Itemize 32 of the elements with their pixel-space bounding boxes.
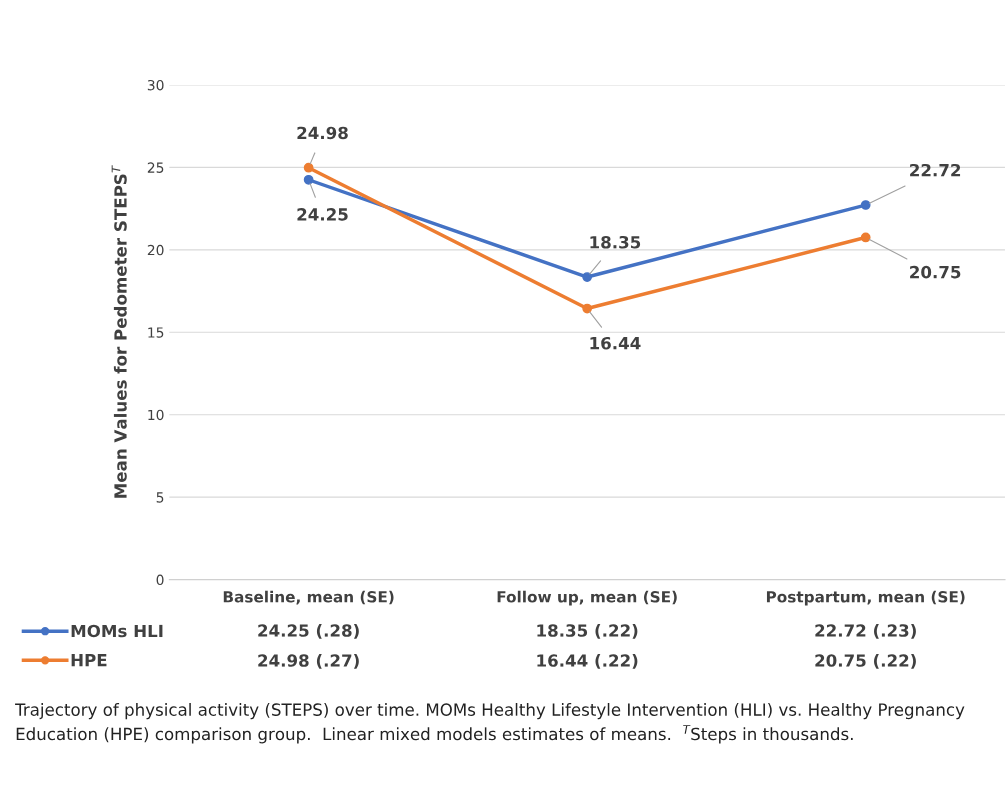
point [860,200,871,210]
y-tick-label: 0 [156,574,164,586]
annotation: 16.44 [590,336,641,350]
x-tick-label: Baseline, mean (SE) [223,590,394,605]
y-tick-label: 20 [147,244,164,256]
point [582,303,593,314]
y-axis-title: Mean Values for Pedometer STEPS$^{T}$ [111,165,127,498]
data-label: 18.35 (.22) [537,623,638,639]
y-tick-label: 5 [156,492,164,503]
point [582,272,593,282]
point [303,174,314,185]
y-tick-label: 25 [147,162,164,173]
text: Trajectory of physical activity (STEPS) over time. MOMs Healthy Lifestyle Intervention (HLI) vs. Healthy Pregnancy Education (HPE) comparison group. Linear mixed models estimates of means. $^{T}$Steps in thousands. [15,703,965,744]
y-tick-label: 30 [147,79,164,91]
point [860,232,871,243]
annotation: 22.72 [910,163,961,177]
data-label: 22.72 (.23) [815,623,916,639]
annotation: 24.25 [297,208,348,221]
annotation: 24.98 [297,126,348,140]
x-tick-label: Postpartum, mean (SE) [766,590,965,606]
y-tick-label: 10 [148,409,164,421]
legend-label: HPE [71,654,107,667]
data-label: 16.44 (.22) [537,653,638,669]
point [303,162,314,173]
annotation: 18.35 [590,235,641,249]
y-tick-label: 15 [148,327,164,338]
data-label: 20.75 (.22) [815,653,916,669]
data-label: 24.25 (.28) [258,623,359,639]
legend-label: MOMs HLI [71,624,163,638]
x-tick-label: Follow up, mean (SE) [497,590,677,606]
annotation: 20.75 [910,265,961,279]
data-label: 24.98 (.27) [258,653,359,669]
